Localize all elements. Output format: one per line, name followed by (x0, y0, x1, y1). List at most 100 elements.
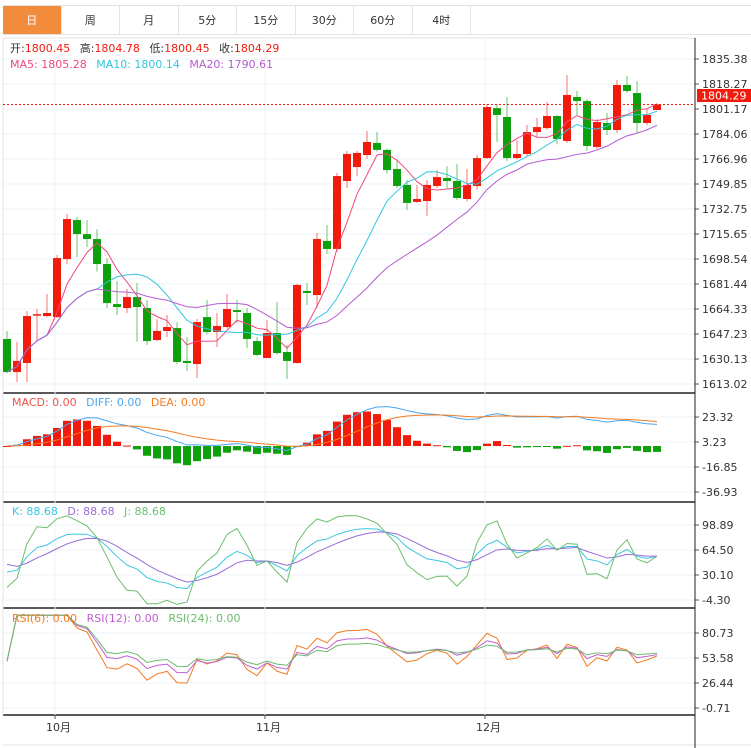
tab-15min[interactable]: 15分 (237, 6, 296, 34)
macd-bar (583, 446, 591, 451)
rsi-tick-label: 26.44 (702, 677, 734, 690)
macd-bar (363, 411, 371, 447)
macd-bar (173, 446, 181, 464)
candle-up (193, 322, 201, 365)
ma10-line (6, 110, 658, 373)
kdj-tick-label: 98.89 (702, 519, 734, 532)
candle-down (73, 220, 81, 235)
macd-bar (413, 440, 421, 447)
candle-down (323, 240, 331, 249)
main-tick-label: 1664.33 (702, 303, 748, 316)
main-tick-label: 1818.27 (702, 78, 748, 91)
legend-ma: MA5: 1805.28 MA10: 1800.14 MA20: 1790.61 (10, 58, 273, 71)
candle-down (393, 169, 401, 186)
macd-bar (103, 434, 111, 447)
candle-down (503, 116, 511, 159)
main-tick-label: 1801.17 (702, 103, 748, 116)
candle-up (343, 153, 351, 182)
candle-up (213, 326, 221, 332)
macd-bar (183, 446, 191, 466)
candle-up (123, 297, 131, 309)
macd-bar (593, 446, 601, 452)
candle-down (403, 184, 411, 203)
candle-up (643, 114, 651, 123)
d-legend: D: 88.68 (67, 505, 114, 518)
j-legend: J: 88.68 (123, 505, 166, 518)
macd-bar (133, 446, 141, 450)
candle-up (313, 239, 321, 296)
macd-bar (203, 446, 211, 460)
candle-down (203, 317, 211, 332)
candle-down (83, 234, 91, 240)
candle-down (443, 177, 451, 182)
rsi12-legend: RSI(12): 0.00 (87, 612, 159, 625)
ma5-legend: MA5: 1805.28 (10, 58, 87, 71)
candle-up (423, 184, 431, 202)
main-tick-label: 1613.02 (702, 378, 748, 391)
main-tick-label: 1749.85 (702, 178, 748, 191)
macd-bar (443, 446, 451, 448)
candle-down (93, 239, 101, 265)
candle-down (303, 290, 311, 293)
macd-bar (253, 446, 261, 454)
candle-up (483, 107, 491, 159)
candle-up (433, 177, 441, 186)
kdj-tick-label: -4.30 (702, 594, 730, 607)
candle-up (153, 330, 161, 341)
k-line (6, 528, 658, 590)
macd-bar (533, 446, 541, 448)
rsi6-legend: RSI(6): 0.00 (12, 612, 77, 625)
candle-up (533, 127, 541, 133)
tab-month[interactable]: 月 (120, 6, 179, 34)
macd-bar (403, 435, 411, 447)
candle-up (333, 176, 341, 249)
month-label: 11月 (256, 721, 281, 734)
candle-up (653, 104, 661, 111)
rsi6-line (6, 614, 658, 684)
macd-bar (543, 446, 551, 448)
candle-up (223, 309, 231, 328)
macd-bar (373, 414, 381, 447)
tab-30min[interactable]: 30分 (296, 6, 354, 34)
macd-bar (143, 446, 151, 456)
macd-bar (153, 446, 161, 459)
high-value: 1804.78 (94, 42, 140, 55)
j-line (6, 515, 658, 605)
macd-bar (633, 446, 641, 451)
macd-bar (123, 445, 131, 447)
candle-up (523, 132, 531, 154)
candle-up (43, 312, 51, 317)
macd-bar (93, 425, 101, 447)
month-label: 12月 (476, 721, 501, 734)
tab-60min[interactable]: 60分 (354, 6, 413, 34)
macd-bar (453, 446, 461, 451)
tab-day[interactable]: 日 (3, 6, 62, 34)
macd-bar (473, 446, 481, 451)
low-label: 低: (149, 42, 164, 55)
macd-bar (73, 419, 81, 447)
tab-week[interactable]: 周 (62, 6, 120, 34)
open-value: 1800.45 (25, 42, 71, 55)
macd-bar (83, 420, 91, 447)
macd-bar (623, 446, 631, 448)
candle-down (383, 149, 391, 171)
macd-bar (613, 446, 621, 450)
ma5-line (6, 103, 658, 373)
macd-bar (393, 427, 401, 447)
candle-up (463, 184, 471, 199)
d-line (6, 531, 658, 583)
macd-bar (213, 446, 221, 457)
candle-down (553, 115, 561, 140)
macd-bar (503, 444, 511, 447)
macd-tick-label: -16.85 (702, 461, 737, 474)
macd-bar (163, 446, 171, 460)
dea-legend: DEA: 0.00 (151, 396, 205, 409)
candle-up (613, 84, 621, 131)
candle-up (293, 284, 301, 363)
kdj-tick-label: 64.50 (702, 544, 734, 557)
macd-bar (643, 446, 651, 453)
tab-4hour[interactable]: 4时 (413, 6, 471, 34)
candle-down (243, 312, 251, 340)
tab-5min[interactable]: 5分 (179, 6, 237, 34)
